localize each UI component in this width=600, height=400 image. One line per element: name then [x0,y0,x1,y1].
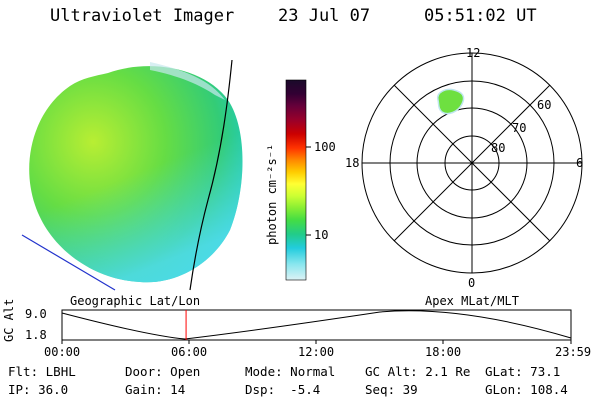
info-mode: Mode: Normal [245,364,336,379]
timeline-ytick-bottom: 1.8 [25,328,47,342]
terminator-line [21,234,116,291]
aurora-spot [437,88,465,115]
info-glat: GLat: 73.1 [485,364,561,379]
timeline-ticks [61,340,572,344]
timeline-xtick-4: 23:59 [555,345,592,359]
colorbar-label-100: 100 [314,140,336,154]
time-label: 05:51:02 UT [424,6,537,26]
timeline-frame [61,309,572,341]
lat-label-60: 60 [537,98,552,112]
timeline-ytick-top: 9.0 [25,307,47,321]
mlt-label-6: 6 [576,156,584,170]
info-seq: Seq: 39 [365,382,418,397]
polar-panel-label: Apex MLat/MLT [425,294,519,308]
info-ip: IP: 36.0 [8,382,69,397]
lat-label-80: 80 [491,141,506,155]
timeline-xtick-0: 00:00 [44,345,81,359]
colorbar [285,79,307,281]
mlt-label-12: 12 [466,46,481,60]
info-gain: Gain: 14 [125,382,186,397]
colorbar-label-10: 10 [314,228,329,242]
info-door: Door: Open [125,364,201,379]
info-flt: Flt: LBHL [8,364,76,379]
instrument-title: Ultraviolet Imager [50,6,235,26]
info-gc-alt: GC Alt: 2.1 Re [365,364,471,379]
timeline-axis-label: GC Alt [2,298,16,342]
mlt-label-18: 18 [345,156,360,170]
geo-panel-label: Geographic Lat/Lon [70,294,201,308]
timeline-xtick-2: 12:00 [298,345,335,359]
polar-plot [361,52,583,274]
mlt-label-0: 0 [468,276,476,290]
timeline-xtick-1: 06:00 [171,345,208,359]
earth-disk-image [29,62,243,283]
timeline-xtick-3: 18:00 [425,345,462,359]
info-glon: GLon: 108.4 [485,382,568,397]
altitude-curve [61,310,572,340]
lat-label-70: 70 [512,121,527,135]
info-dsp: Dsp: -5.4 [245,382,321,397]
date-label: 23 Jul 07 [278,6,371,26]
colorbar-unit-label: photon cm⁻²s⁻¹ [265,143,279,245]
limb-curve [189,59,233,291]
